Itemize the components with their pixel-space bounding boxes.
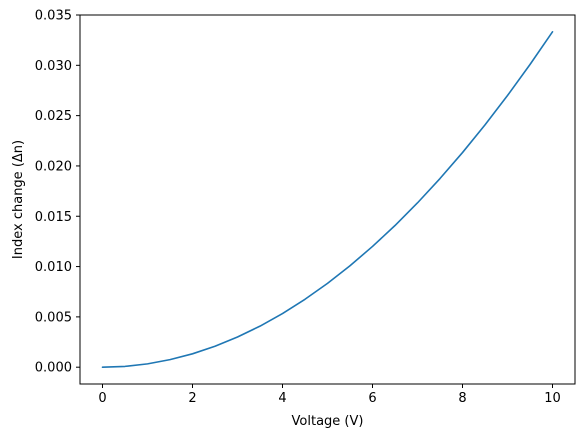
series-layer	[101, 30, 554, 369]
y-tick-label: 0.035	[35, 9, 72, 24]
plot-frame	[79, 14, 576, 385]
x-tick-label: 4	[278, 391, 286, 406]
y-tick-label: 0.030	[35, 59, 72, 74]
x-tick-label: 6	[368, 391, 376, 406]
y-tick-label: 0.005	[35, 310, 72, 325]
y-tick-label: 0.015	[35, 210, 72, 225]
x-tick-label: 0	[98, 391, 106, 406]
y-axis-label: Index change (Δn)	[11, 140, 26, 259]
y-axis: 0.000 0.005 0.010 0.015 0.020 0.025 0.030 0.035	[35, 9, 80, 376]
x-axis: 0 2 4 6 8 10	[98, 384, 561, 406]
y-tick-label: 0.010	[35, 260, 72, 275]
x-tick-label: 2	[188, 391, 196, 406]
x-tick-label: 8	[458, 391, 466, 406]
x-tick-label: 10	[544, 391, 561, 406]
plot-area	[80, 15, 575, 384]
series-line	[101, 30, 554, 369]
y-tick-label: 0.020	[35, 159, 72, 174]
y-tick-label: 0.025	[35, 109, 72, 124]
x-axis-label: Voltage (V)	[292, 414, 364, 429]
y-tick-label: 0.000	[35, 361, 72, 376]
